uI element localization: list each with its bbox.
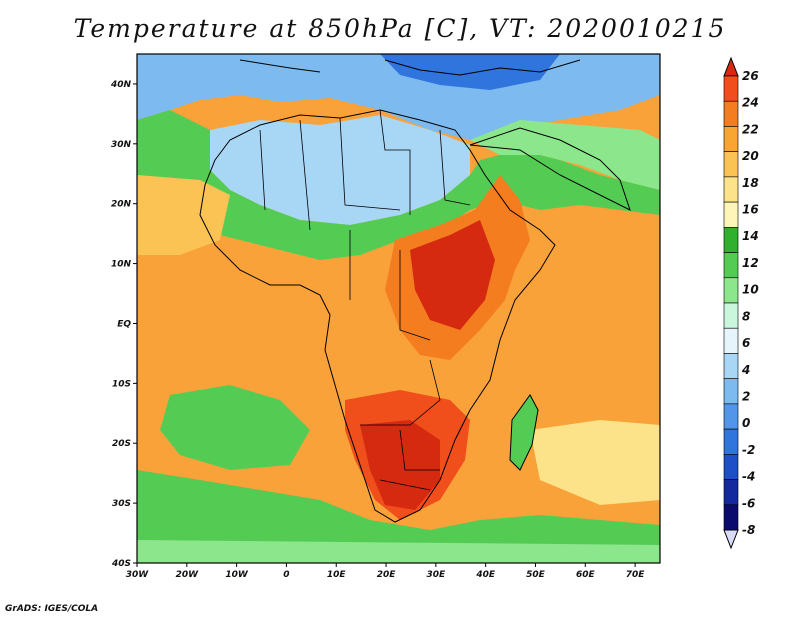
colorbar-segment bbox=[723, 151, 739, 178]
colorbar-label: -2 bbox=[742, 443, 755, 457]
colorbar-label: -4 bbox=[742, 470, 755, 484]
lat-tick-label: 20N bbox=[111, 200, 132, 210]
lon-tick-label: 50E bbox=[526, 570, 546, 580]
country-borders bbox=[259, 109, 471, 491]
colorbar-label: 10 bbox=[742, 283, 759, 297]
colorbar-segment bbox=[723, 302, 739, 329]
colorbar-label: 12 bbox=[742, 256, 759, 270]
colorbar-label: 8 bbox=[742, 309, 750, 323]
lon-tick-label: 10E bbox=[327, 570, 347, 580]
colorbar-segment bbox=[723, 378, 739, 405]
lat-tick-label: 40N bbox=[110, 80, 132, 90]
colorbar-segment bbox=[723, 403, 739, 430]
colorbar-label: 24 bbox=[742, 96, 759, 110]
colorbar-label: 6 bbox=[742, 336, 750, 350]
colorbar-segment bbox=[723, 227, 739, 253]
colorbar-segment bbox=[723, 353, 739, 379]
colorbar-segment bbox=[723, 75, 739, 102]
grads-credit: GrADS: IGES/COLA bbox=[5, 604, 99, 614]
colorbar-segment bbox=[723, 454, 739, 480]
temperature-field bbox=[137, 54, 660, 563]
colorbar-segment bbox=[723, 327, 739, 354]
longitude-axis: 30W 20W 10W 0 10E 20E 30E 40E 50E 60E 70E bbox=[126, 563, 646, 580]
lat-tick-label: 10S bbox=[112, 379, 131, 389]
map-title: Temperature at 850hPa [C], VT: 202001021… bbox=[73, 14, 727, 43]
lon-tick-label: 20W bbox=[176, 570, 200, 580]
colorbar-label: 4 bbox=[741, 363, 750, 377]
lat-tick-label: 10N bbox=[111, 260, 132, 270]
colorbar-label: -8 bbox=[742, 523, 755, 537]
lon-tick-label: 20E bbox=[377, 570, 397, 580]
colorbar-label: 18 bbox=[742, 176, 759, 190]
colorbar-label: 22 bbox=[742, 122, 759, 136]
colorbar-top-arrow bbox=[723, 56, 739, 77]
lat-tick-label: 30S bbox=[112, 499, 131, 509]
colorbar-segment bbox=[723, 100, 739, 127]
coastlines bbox=[199, 59, 631, 523]
colorbar-label: 26 bbox=[742, 69, 759, 83]
lon-tick-label: 0 bbox=[283, 570, 289, 580]
lon-tick-label: 60E bbox=[576, 570, 596, 580]
colorbar-label: -6 bbox=[742, 496, 755, 510]
lon-tick-label: 10W bbox=[225, 570, 249, 580]
colorbar-label: 0 bbox=[742, 416, 750, 430]
colorbar-segment bbox=[723, 504, 739, 531]
colorbar-segment bbox=[723, 277, 739, 304]
colorbar-segment bbox=[723, 428, 739, 455]
lat-tick-label: 20S bbox=[112, 439, 131, 449]
colorbar-label: 16 bbox=[742, 203, 759, 217]
map-frame bbox=[136, 53, 661, 564]
lon-tick-label: 30W bbox=[126, 570, 150, 580]
lat-tick-label: 40S bbox=[111, 559, 131, 569]
colorbar-segment bbox=[723, 176, 739, 203]
colorbar-segment bbox=[723, 252, 739, 279]
colorbar-label: 20 bbox=[742, 149, 759, 163]
lat-tick-label: 30N bbox=[111, 140, 132, 150]
lon-tick-label: 30E bbox=[427, 570, 447, 580]
lon-tick-label: 70E bbox=[626, 570, 646, 580]
colorbar-segment bbox=[723, 201, 739, 228]
latitude-axis: 40N 30N 20N 10N EQ 10S 20S 30S 40S bbox=[110, 80, 137, 569]
colorbar-label: 14 bbox=[742, 229, 759, 243]
colorbar-label: 2 bbox=[742, 389, 750, 403]
lon-tick-label: 40E bbox=[475, 570, 496, 580]
colorbar-segment bbox=[723, 479, 739, 506]
colorbar-bottom-arrow bbox=[723, 529, 739, 550]
colorbar-segment bbox=[723, 126, 739, 152]
lat-tick-label: EQ bbox=[117, 319, 131, 329]
